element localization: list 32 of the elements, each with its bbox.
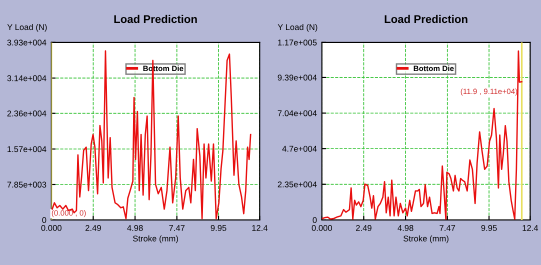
line-series [322, 50, 522, 220]
y-axis-title: Y Load (N) [278, 24, 318, 32]
x-tick-label: 4.98 [127, 225, 143, 231]
x-axis-title: Stroke (mm) [404, 235, 448, 244]
x-tick-label: 0.000 [312, 225, 332, 231]
x-tick-label: 2.49 [86, 225, 101, 231]
y-tick-label: 1.17e+005 [278, 40, 317, 46]
y-tick-label: 7.85e+003 [7, 182, 46, 188]
x-tick-label: 7.47 [440, 225, 456, 231]
x-tick-label: 12.4 [252, 225, 268, 231]
y-tick-label: 1.57e+004 [8, 146, 46, 152]
y-tick-label: 2.35e+004 [278, 181, 317, 188]
x-tick-label: 9.95 [481, 225, 497, 231]
chart-title: Load Prediction [114, 14, 197, 24]
x-tick-label: 9.95 [210, 225, 226, 231]
y-tick-label: 2.36e+004 [7, 110, 46, 116]
x-tick-label: 0.000 [41, 225, 62, 231]
x-tick-label: 7.47 [169, 225, 185, 231]
y-axis-title: Y Load (N) [7, 24, 47, 32]
chart-title: Load Prediction [384, 14, 468, 24]
y-tick-label: 3.14e+004 [7, 75, 46, 82]
y-tick-label: 0 [312, 217, 317, 224]
y-tick-label: 4.7e+004 [282, 146, 317, 152]
x-tick-label: 4.98 [398, 225, 414, 231]
x-tick-label: 2.49 [356, 225, 372, 231]
y-tick-label: 0 [42, 217, 46, 224]
y-tick-label: 7.04e+004 [278, 110, 317, 116]
x-tick-label: 12.4 [522, 225, 538, 231]
x-axis-title: Stroke (mm) [133, 235, 178, 244]
y-tick-label: 3.93e+004 [7, 40, 46, 46]
line-series [52, 50, 252, 220]
y-tick-label: 9.39e+004 [278, 74, 317, 81]
